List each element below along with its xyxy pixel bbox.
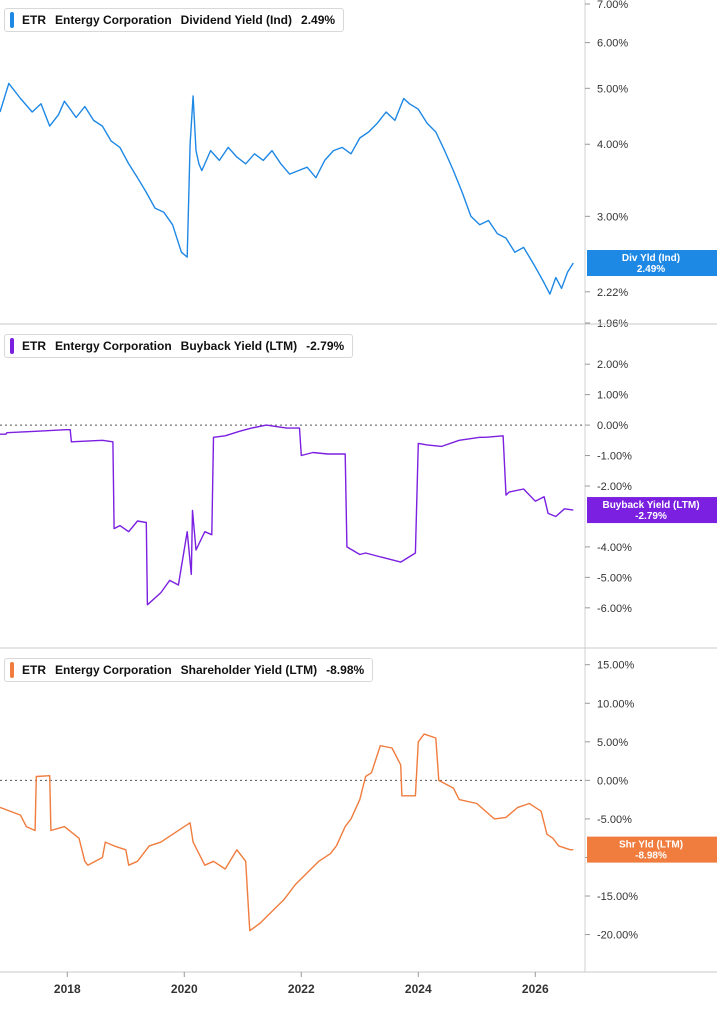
y-tick-label: -15.00% — [597, 891, 638, 903]
y-tick-label: 2.00% — [597, 359, 628, 371]
end-value-tag — [587, 836, 717, 863]
company-label: Entergy Corporation — [55, 663, 172, 677]
y-tick-label: 3.00% — [597, 211, 628, 223]
y-tick-label: 2.22% — [597, 287, 628, 299]
end-tag-label: Buyback Yield (LTM) — [602, 500, 699, 511]
series-color-swatch — [10, 662, 14, 678]
series-color-swatch — [10, 338, 14, 354]
y-tick-label: -1.00% — [597, 451, 632, 463]
metric-label: Shareholder Yield (LTM) — [180, 663, 318, 677]
y-tick-label: -5.00% — [597, 814, 632, 826]
y-tick-label: -20.00% — [597, 930, 638, 942]
y-tick-label: 1.00% — [597, 390, 628, 402]
y-tick-label: -4.00% — [597, 542, 632, 554]
end-tag-label: Shr Yld (LTM) — [619, 840, 683, 851]
x-tick-label: 2018 — [54, 982, 81, 996]
end-tag-value: 2.49% — [637, 264, 665, 275]
end-value-tag — [587, 497, 717, 524]
y-tick-label: -6.00% — [597, 603, 632, 615]
ticker-label: ETR — [22, 13, 46, 27]
end-value-tag — [587, 250, 717, 277]
y-tick-label: 15.00% — [597, 660, 635, 672]
x-tick-label: 2024 — [405, 982, 432, 996]
series-line — [0, 424, 574, 606]
series-line — [0, 82, 574, 295]
y-tick-label: 5.00% — [597, 737, 628, 749]
panel-title-shareholder-yield: ETR Entergy Corporation Shareholder Yiel… — [4, 658, 374, 682]
y-tick-label: 7.00% — [597, 0, 628, 11]
y-tick-label: 6.00% — [597, 38, 628, 50]
metric-value: 2.49% — [301, 13, 336, 27]
company-label: Entergy Corporation — [55, 13, 172, 27]
panel-title-buyback-yield: ETR Entergy Corporation Buyback Yield (L… — [4, 334, 354, 358]
series-color-swatch — [10, 12, 14, 28]
ticker-label: ETR — [22, 339, 46, 353]
end-tag-label: Div Yld (Ind) — [622, 253, 680, 264]
y-tick-label: 10.00% — [597, 698, 635, 710]
y-tick-label: -5.00% — [597, 572, 632, 584]
metric-value: -8.98% — [326, 663, 365, 677]
x-tick-label: 2022 — [288, 982, 315, 996]
panel-title-dividend-yield: ETR Entergy Corporation Dividend Yield (… — [4, 8, 345, 32]
y-tick-label: -2.00% — [597, 481, 632, 493]
end-tag-value: -2.79% — [635, 511, 667, 522]
metric-label: Buyback Yield (LTM) — [180, 339, 298, 353]
end-tag-value: -8.98% — [635, 851, 667, 862]
x-tick-label: 2020 — [171, 982, 198, 996]
y-tick-label: 0.00% — [597, 420, 628, 432]
metric-label: Dividend Yield (Ind) — [180, 13, 293, 27]
metric-value: -2.79% — [306, 339, 345, 353]
x-tick-label: 2026 — [522, 982, 549, 996]
y-tick-label: 5.00% — [597, 83, 628, 95]
company-label: Entergy Corporation — [55, 339, 172, 353]
series-line — [0, 733, 574, 932]
ticker-label: ETR — [22, 663, 46, 677]
y-tick-label: 0.00% — [597, 775, 628, 787]
y-tick-label: 4.00% — [597, 139, 628, 151]
